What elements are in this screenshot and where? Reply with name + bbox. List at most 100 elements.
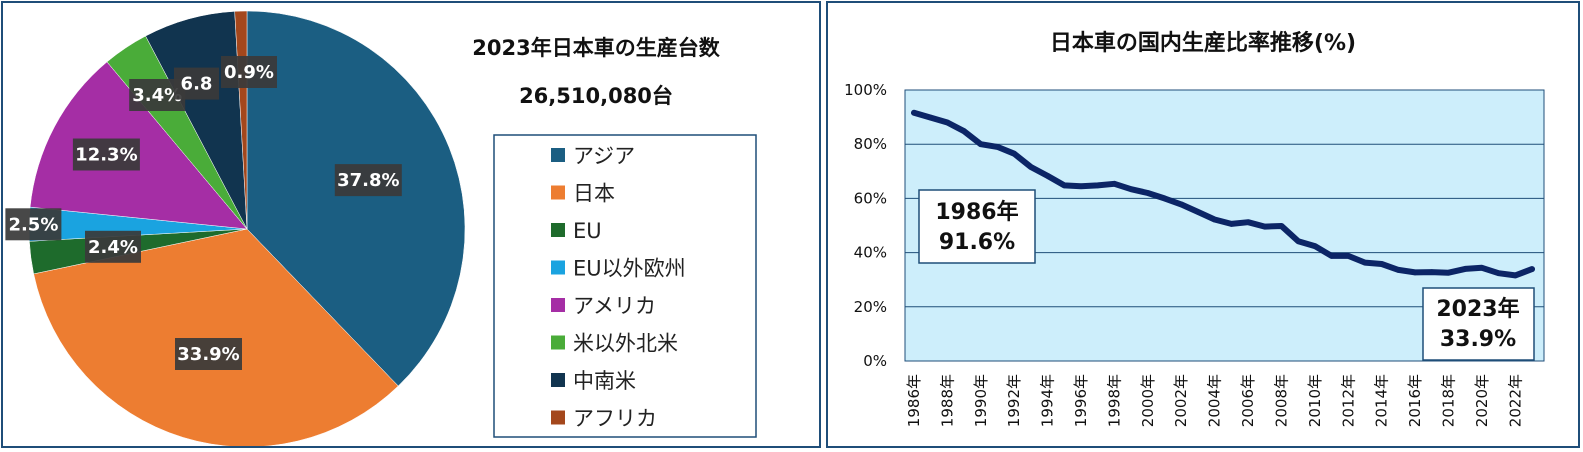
legend-label: EU — [573, 219, 602, 243]
pie-data-label: 6.8 — [174, 67, 219, 100]
pie-chart-panel: 37.8% 33.9% 2.4% 2.5% 12.3% 3.4% 6.8 0.9% 2023年… — [1, 1, 821, 448]
callout-1986-value: 91.6% — [939, 230, 1015, 255]
pie-data-label: 2.5% — [5, 208, 62, 241]
series-point — [1512, 272, 1519, 279]
series-point — [911, 110, 917, 116]
series-point — [961, 128, 967, 134]
y-tick-label: 60% — [854, 189, 887, 207]
series-point — [1061, 182, 1068, 189]
line-chart-title: 日本車の国内生産比率推移(%) — [1050, 30, 1356, 56]
y-tick-label: 100% — [844, 81, 887, 99]
series-point — [1145, 190, 1151, 196]
x-tick-label: 2018年 — [1440, 374, 1458, 427]
x-tick-label: 2014年 — [1373, 374, 1391, 427]
pie-slice — [33, 228, 399, 446]
x-tick-label: 2022年 — [1506, 374, 1524, 427]
pie-data-label-text: 2.4% — [88, 237, 138, 258]
legend-swatch — [551, 223, 565, 237]
series-point — [1278, 223, 1285, 229]
series-point — [1378, 261, 1385, 267]
y-tick-label: 80% — [854, 135, 887, 153]
series-point — [1044, 173, 1051, 179]
callout-2023: 2023年 33.9% — [1422, 287, 1535, 361]
pie-data-label-text: 33.9% — [177, 344, 239, 365]
series-point — [1495, 270, 1502, 277]
x-tick-label: 1996年 — [1072, 374, 1090, 427]
legend-label: 米以外北米 — [573, 332, 678, 356]
x-tick-label: 2000年 — [1139, 374, 1157, 427]
pie-data-label-bg — [5, 208, 62, 241]
x-tick-label: 1986年 — [905, 374, 923, 427]
x-tick-label: 2008年 — [1273, 374, 1291, 427]
x-tick-label: 1992年 — [1005, 374, 1023, 427]
legend-box — [493, 134, 757, 438]
pie-data-label-text: 37.8% — [337, 170, 399, 191]
pie-data-label-bg — [175, 338, 242, 370]
legend-swatch — [551, 410, 565, 425]
pie-slice — [246, 10, 466, 387]
callout-2023-value: 33.9% — [1440, 327, 1516, 352]
pie-data-label-bg — [334, 164, 402, 197]
series-point — [978, 141, 984, 147]
callout-1986-year: 1986年 — [935, 199, 1018, 225]
pie-data-label-text: 2.5% — [8, 214, 58, 235]
legend-swatch — [551, 185, 565, 200]
legend-swatch — [551, 298, 565, 312]
x-tick-label: 2016年 — [1406, 374, 1424, 427]
series-point — [1094, 182, 1101, 189]
series-point — [1395, 267, 1402, 273]
y-tick-label: 0% — [863, 352, 887, 370]
series-point — [994, 144, 1001, 150]
pie-data-label: 33.9% — [175, 338, 242, 370]
callout-1986: 1986年 91.6% — [918, 189, 1036, 264]
y-tick-label: 40% — [854, 244, 887, 262]
x-tick-label: 1988年 — [938, 374, 956, 427]
x-tick-label: 1994年 — [1039, 374, 1057, 427]
series-point — [1011, 150, 1017, 157]
legend-label: アメリカ — [573, 294, 656, 318]
series-point — [1429, 269, 1435, 275]
pie-data-label: 37.8% — [334, 164, 402, 197]
series-point — [1161, 195, 1168, 202]
series-point — [1178, 201, 1184, 208]
legend-label: 日本 — [573, 182, 615, 206]
pie-data-label-text: 6.8 — [181, 74, 213, 95]
series-point — [927, 114, 934, 121]
legend-swatch — [551, 260, 565, 275]
line-chart: 日本車の国内生産比率推移(%) 0% 20% 40% 60% 80% 100% 1986年… — [844, 30, 1545, 427]
pie-data-label-text: 3.4% — [132, 85, 182, 106]
series-point — [1295, 238, 1301, 244]
series-point — [1312, 243, 1318, 249]
x-tick-label: 2002年 — [1172, 374, 1190, 427]
series-point — [1111, 181, 1118, 187]
series-point — [944, 119, 951, 126]
x-tick-label: 1998年 — [1105, 374, 1123, 427]
legend-label: EU以外欧州 — [573, 257, 686, 281]
series-point — [1028, 164, 1034, 170]
legend-swatch — [551, 148, 565, 162]
series-point — [1245, 219, 1251, 225]
x-tick-label: 2004年 — [1206, 374, 1224, 427]
pie-data-label-text: 0.9% — [224, 62, 274, 83]
series-point — [1362, 259, 1368, 266]
series-point — [1529, 266, 1535, 272]
x-tick-label: 2012年 — [1339, 374, 1357, 427]
series-point — [1412, 269, 1418, 276]
series-point — [1262, 223, 1268, 230]
x-tick-label: 1990年 — [972, 374, 990, 427]
pie-chart-title: 2023年日本車の生産台数 — [472, 36, 720, 60]
callout-2023-year: 2023年 — [1436, 296, 1519, 322]
pie-data-label-bg — [72, 138, 140, 171]
series-point — [1462, 266, 1468, 272]
line-chart-panel: 日本車の国内生産比率推移(%) 0% 20% 40% 60% 80% 100% 1986年… — [826, 1, 1580, 448]
legend-label: アジア — [573, 144, 635, 168]
series-point — [1128, 186, 1134, 192]
pie-chart-subtitle: 26,510,080台 — [519, 84, 673, 108]
pie-data-label: 12.3% — [72, 138, 140, 171]
pie-data-label-bg — [221, 56, 277, 88]
legend-label: 中南米 — [573, 369, 636, 393]
pie-data-label: 2.4% — [85, 230, 141, 263]
series-point — [1195, 209, 1201, 215]
series-point — [1228, 221, 1235, 227]
pie-chart: 37.8% 33.9% 2.4% 2.5% 12.3% 3.4%6.8 0.9% 2023年… — [5, 10, 757, 446]
